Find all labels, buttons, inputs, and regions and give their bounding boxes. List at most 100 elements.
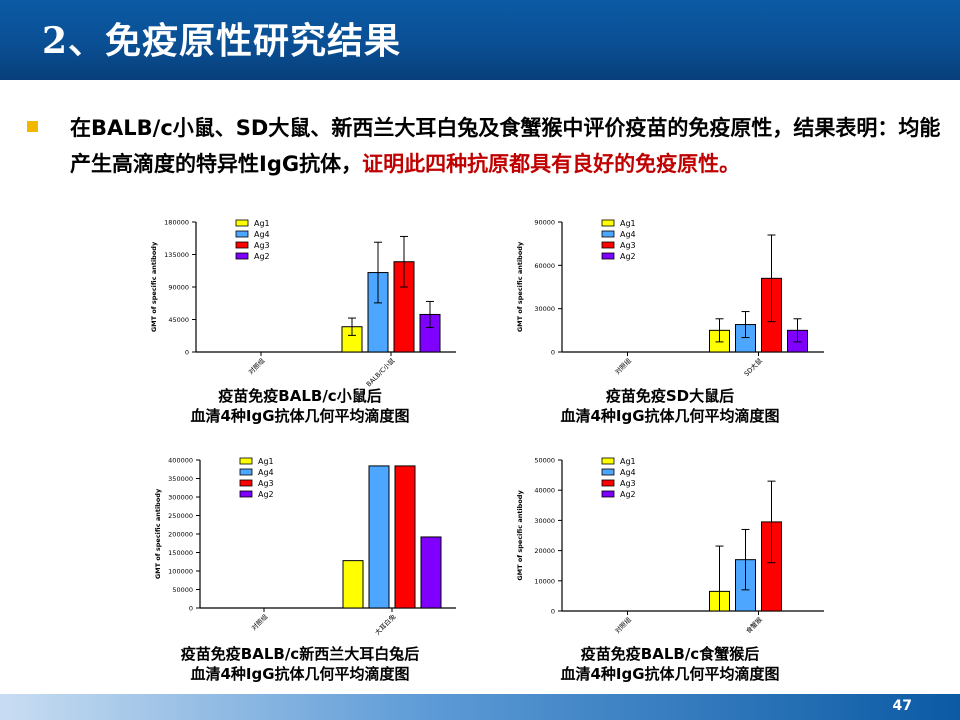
y-tick-label: 30000 <box>534 305 555 313</box>
legend-swatch-ag1 <box>235 219 249 227</box>
legend-swatch-ag1 <box>601 457 615 465</box>
y-tick-label: 100000 <box>168 568 193 576</box>
y-tick-label: 350000 <box>168 475 193 483</box>
legend-label: Ag4 <box>620 230 636 239</box>
intro-highlight: 证明此四种抗原都具有良好的免疫原性。 <box>362 152 741 176</box>
chart-caption-monkey: 疫苗免疫BALB/c食蟹猴后 血清4种IgG抗体几何平均滴度图 <box>510 644 830 684</box>
y-tick-label: 150000 <box>168 549 193 557</box>
page-number: 47 <box>892 698 912 714</box>
bullet-square-icon <box>27 121 38 132</box>
legend-label: Ag3 <box>254 241 270 250</box>
legend-label: Ag4 <box>254 230 270 239</box>
legend-swatch-ag3 <box>601 479 615 487</box>
x-tick-label: 食蟹猴 <box>744 615 765 636</box>
chart-subtitle: 血清4种IgG抗体几何平均滴度图 <box>560 407 780 425</box>
y-tick-label: 60000 <box>534 262 555 270</box>
y-axis-label: GMT of specific antibody <box>516 241 524 332</box>
y-tick-label: 0 <box>551 608 555 616</box>
legend-label: Ag4 <box>258 468 274 477</box>
legend-swatch-ag2 <box>239 490 253 498</box>
legend-label: Ag3 <box>620 479 636 488</box>
legend-label: Ag3 <box>620 241 636 250</box>
y-tick-label: 10000 <box>534 577 555 585</box>
chart-panel-rat: 0 30000 60000 90000 GMT of specific antibody… <box>510 210 830 430</box>
y-tick-label: 400000 <box>168 457 193 465</box>
chart-panel-rabbit: 0 50000 100000 150000 200000 250000 300000 3500… <box>140 452 460 692</box>
y-tick-label: 0 <box>189 605 193 613</box>
legend-swatch-ag2 <box>235 252 249 260</box>
legend-swatch-ag3 <box>235 241 249 249</box>
y-tick-label: 50000 <box>172 586 193 594</box>
chart-subtitle: 血清4种IgG抗体几何平均滴度图 <box>560 665 780 683</box>
legend-swatch-ag4 <box>601 230 615 238</box>
chart-panel-mouse: 0 45000 90000 135000 180000 GMT of specific a… <box>140 210 460 430</box>
chart-rat: 0 30000 60000 90000 GMT of specific antibody… <box>516 219 824 378</box>
legend-swatch-ag4 <box>235 230 249 238</box>
legend-swatch-ag1 <box>239 457 253 465</box>
y-tick-label: 20000 <box>534 547 555 555</box>
legend-swatch-ag4 <box>601 468 615 476</box>
x-tick-label: 对照组 <box>613 615 634 636</box>
chart-caption-rat: 疫苗免疫SD大鼠后 血清4种IgG抗体几何平均滴度图 <box>510 386 830 426</box>
chart-panel-monkey: 0 10000 20000 30000 40000 50000 GMT of specifi… <box>510 452 830 692</box>
y-axis-label: GMT of specific antibody <box>516 490 524 581</box>
chart-subtitle: 血清4种IgG抗体几何平均滴度图 <box>190 665 410 683</box>
legend-swatch-ag3 <box>239 479 253 487</box>
y-tick-label: 50000 <box>534 457 555 465</box>
legend-label: Ag1 <box>620 219 636 228</box>
legend-swatch-ag1 <box>601 219 615 227</box>
chart-title: 疫苗免疫BALB/c食蟹猴后 <box>580 645 760 663</box>
chart-caption-rabbit: 疫苗免疫BALB/c新西兰大耳白兔后 血清4种IgG抗体几何平均滴度图 <box>140 644 460 684</box>
legend-swatch-ag3 <box>601 241 615 249</box>
y-tick-label: 200000 <box>168 531 193 539</box>
intro-paragraph: 在BALB/c小鼠、SD大鼠、新西兰大耳白兔及食蟹猴中评价疫苗的免疫原性，结果表… <box>70 110 950 182</box>
y-tick-label: 0 <box>185 349 189 357</box>
bar-ag4 <box>368 465 390 609</box>
bar-ag3 <box>394 465 416 609</box>
y-tick-label: 90000 <box>168 284 189 292</box>
chart-monkey: 0 10000 20000 30000 40000 50000 GMT of specifi… <box>516 457 824 636</box>
y-tick-label: 180000 <box>164 219 189 227</box>
y-axis-label: GMT of specific antibody <box>150 241 158 332</box>
chart-title: 疫苗免疫BALB/c新西兰大耳白兔后 <box>180 645 420 663</box>
x-tick-label: 对照组 <box>246 356 267 377</box>
legend-label: Ag4 <box>620 468 636 477</box>
legend-label: Ag2 <box>620 252 636 261</box>
chart-title: 疫苗免疫SD大鼠后 <box>605 387 735 405</box>
y-tick-label: 30000 <box>534 517 555 525</box>
legend-label: Ag1 <box>258 457 274 466</box>
y-axis-label: GMT of specific antibody <box>154 488 162 579</box>
chart-caption-mouse: 疫苗免疫BALB/c小鼠后 血清4种IgG抗体几何平均滴度图 <box>140 386 460 426</box>
legend-swatch-ag2 <box>601 490 615 498</box>
chart-subtitle: 血清4种IgG抗体几何平均滴度图 <box>190 407 410 425</box>
y-tick-label: 135000 <box>164 251 189 259</box>
chart-rabbit: 0 50000 100000 150000 200000 250000 300000 3500… <box>154 457 456 637</box>
x-tick-label: 对照组 <box>249 612 270 633</box>
chart-mouse: 0 45000 90000 135000 180000 GMT of specific a… <box>150 219 456 388</box>
footer-bar: 47 <box>0 694 960 720</box>
legend-label: Ag3 <box>258 479 274 488</box>
x-tick-label: BALB/C小鼠 <box>364 356 397 389</box>
legend-label: Ag2 <box>254 252 270 261</box>
intro-text: 在BALB/c小鼠、SD大鼠、新西兰大耳白兔及食蟹猴中评价疫苗的免疫原性，结果表… <box>70 116 941 176</box>
legend-label: Ag2 <box>258 490 274 499</box>
legend-label: Ag2 <box>620 490 636 499</box>
y-tick-label: 40000 <box>534 487 555 495</box>
x-tick-label: 对照组 <box>613 356 634 377</box>
legend-swatch-ag4 <box>239 468 253 476</box>
page-title: 2、免疫原性研究结果 <box>42 20 402 62</box>
y-tick-label: 90000 <box>534 219 555 227</box>
title-bar: 2、免疫原性研究结果 <box>0 0 960 80</box>
y-tick-label: 300000 <box>168 494 193 502</box>
legend-swatch-ag2 <box>601 252 615 260</box>
y-tick-label: 45000 <box>168 316 189 324</box>
bar-ag2 <box>420 536 442 609</box>
chart-title: 疫苗免疫BALB/c小鼠后 <box>218 387 382 405</box>
y-tick-label: 250000 <box>168 512 193 520</box>
legend-label: Ag1 <box>620 457 636 466</box>
bar-ag1 <box>342 560 364 609</box>
legend-label: Ag1 <box>254 219 270 228</box>
y-tick-label: 0 <box>551 349 555 357</box>
x-tick-label: SD大鼠 <box>742 356 764 378</box>
x-tick-label: 大耳白兔 <box>373 612 398 637</box>
